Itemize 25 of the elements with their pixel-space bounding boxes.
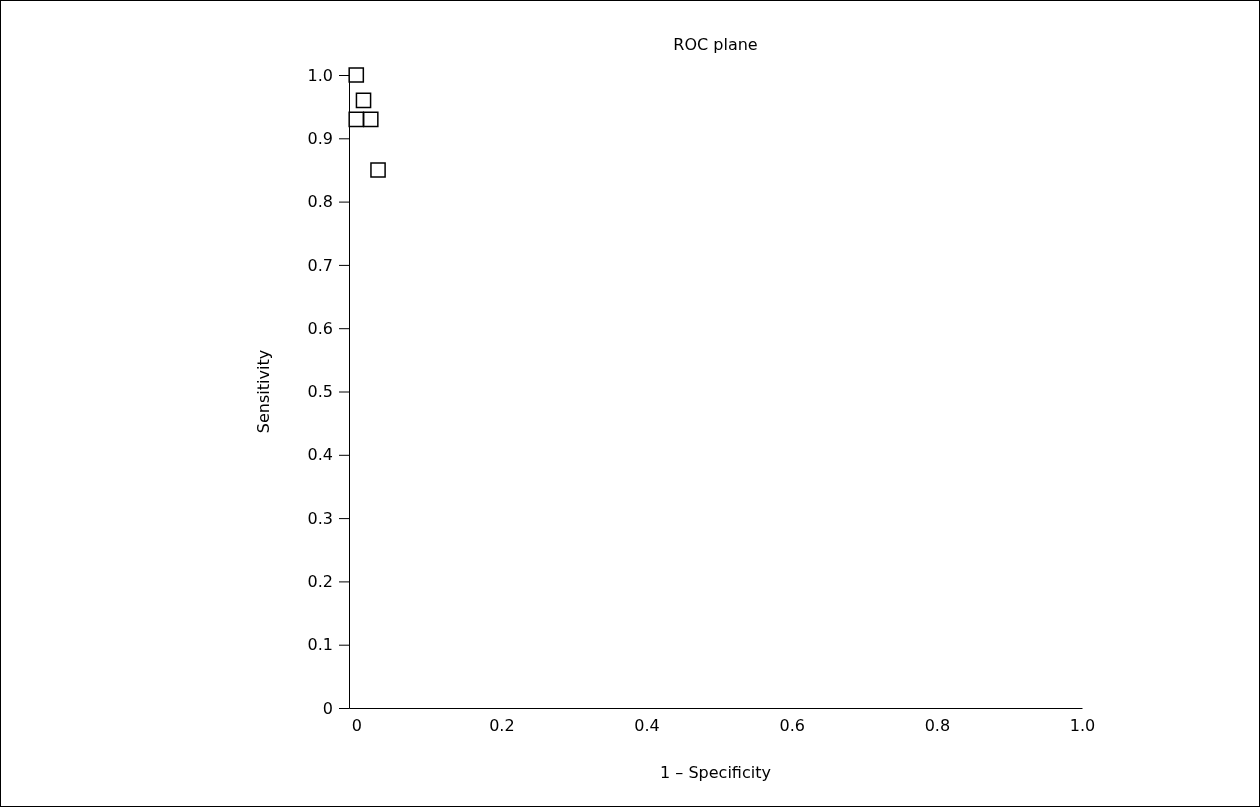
y-tick-label: 0.7	[307, 255, 333, 275]
y-tick-label: 0	[322, 698, 333, 718]
point	[348, 67, 365, 83]
y-axis-title: Sensitivity	[254, 349, 273, 434]
x-tick-label: 0.4	[634, 716, 660, 736]
y-tick-label: 0.1	[307, 635, 333, 655]
x-tick-label: 1.0	[1069, 716, 1096, 736]
y-tick-label: 0.4	[307, 445, 333, 465]
y-tick-label: 0.5	[307, 382, 333, 402]
point	[355, 92, 372, 109]
chart-title: ROC plane	[673, 35, 758, 54]
y-tick-label: 0.9	[307, 128, 333, 148]
x-axis-title: 1 – Specificity	[660, 763, 771, 782]
x-tick-label: 0	[351, 716, 362, 736]
y-tick-label: 0.6	[307, 318, 333, 338]
y-tick-label: 1.0	[307, 65, 333, 85]
x-tick-label: 0.8	[924, 716, 951, 736]
y-tick-label: 0.3	[307, 508, 333, 528]
y-tick-label: 0.8	[307, 192, 333, 212]
point	[370, 162, 386, 178]
point	[362, 111, 379, 128]
point	[348, 111, 365, 128]
x-tick-label: 0.2	[489, 716, 515, 736]
y-tick-label: 0.2	[307, 572, 333, 592]
x-tick-label: 0.6	[779, 716, 805, 736]
